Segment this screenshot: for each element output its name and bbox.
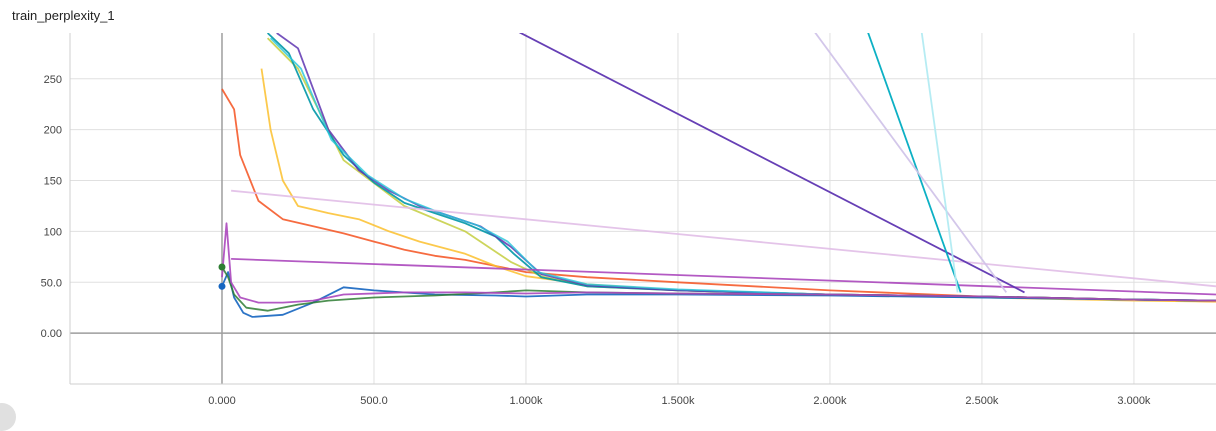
- series-line-4: [277, 33, 1216, 301]
- line-chart: 0.000 500.0 1.000k 1.500k 2.000k 2.500k 3.000k…: [0, 0, 1216, 417]
- series-line-1: [262, 69, 1216, 302]
- series-line-12: [866, 28, 960, 293]
- series-line-5: [271, 38, 1216, 301]
- series-line-14: [921, 28, 958, 293]
- series-start-marker-green: [218, 264, 225, 271]
- series-line-13: [812, 28, 1007, 293]
- y-tick-label: 0.00: [41, 328, 62, 340]
- series-start-marker-blue: [218, 283, 225, 290]
- series-line-10: [231, 191, 1216, 287]
- y-tick-label: 50.0: [41, 277, 62, 289]
- x-tick-label: 1.500k: [661, 395, 695, 407]
- series-line-3: [268, 33, 1216, 301]
- x-tick-label: 500.0: [360, 395, 388, 407]
- series-line-0: [222, 89, 1216, 302]
- y-tick-label: 200: [44, 125, 62, 137]
- x-tick-label: 2.000k: [813, 395, 847, 407]
- x-tick-label: 2.500k: [965, 395, 999, 407]
- x-tick-label: 0.000: [208, 395, 236, 407]
- y-tick-label: 250: [44, 74, 62, 86]
- x-tick-label: 1.000k: [509, 395, 543, 407]
- series-line-2: [268, 38, 1216, 301]
- series-line-9: [231, 259, 1216, 295]
- x-tick-label: 3.000k: [1117, 395, 1151, 407]
- y-tick-label: 150: [44, 176, 62, 188]
- y-tick-label: 100: [44, 226, 62, 238]
